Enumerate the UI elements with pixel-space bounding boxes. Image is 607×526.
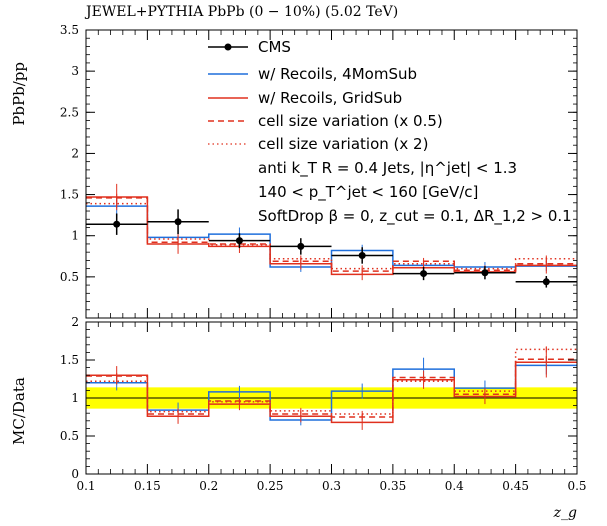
bottom-ytick-label-0: 0 <box>71 467 79 481</box>
bottom-xtick-label-1: 0.15 <box>134 479 161 493</box>
legend-label-gridsub: w/ Recoils, GridSub <box>258 89 402 107</box>
bottom-xtick-label-0: 0.1 <box>76 479 95 493</box>
bottom-xtick-label-8: 0.5 <box>567 479 586 493</box>
bottom-ytick-label-3: 1.5 <box>60 353 79 367</box>
top-y-axis-label: PbPb/pp <box>10 62 28 126</box>
bottom-xtick-label-5: 0.35 <box>380 479 407 493</box>
top-cms-data <box>86 209 577 288</box>
bottom-series-3 <box>86 346 577 417</box>
legend-label-cell-half: cell size variation (x 0.5) <box>258 112 443 130</box>
top-ytick-label-5: 3 <box>71 64 79 78</box>
legend-label-4momsub: w/ Recoils, 4MomSub <box>258 65 417 83</box>
top-y-ticks: 0.5 1 1.5 2 2.5 3 3.5 <box>60 23 577 319</box>
top-cms-point-0 <box>113 220 121 228</box>
top-ytick-label-2: 1.5 <box>60 188 79 202</box>
top-cms-point-4 <box>358 251 366 259</box>
bottom-xtick-label-6: 0.4 <box>445 479 464 493</box>
top-cms-point-3 <box>297 242 305 250</box>
top-cms-point-1 <box>174 218 182 226</box>
x-axis-label: z_g <box>553 505 577 521</box>
top-x-ticks <box>85 30 578 318</box>
legend-marker-cms <box>224 43 232 51</box>
legend: CMS w/ Recoils, 4MomSub w/ Recoils, Grid… <box>208 38 572 226</box>
top-ytick-label-0: 0.5 <box>60 270 79 284</box>
bottom-y-axis-label: MC/Data <box>10 377 28 445</box>
top-panel: 0.5 1 1.5 2 2.5 3 3.5 PbPb/pp <box>10 23 578 319</box>
top-ytick-label-3: 2 <box>71 146 79 160</box>
annotation-softdrop: SoftDrop β = 0, z_cut = 0.1, ΔR_1,2 > 0.… <box>258 207 572 226</box>
top-ytick-label-6: 3.5 <box>60 23 79 37</box>
bottom-plot-area <box>86 346 577 430</box>
bottom-xtick-label-7: 0.45 <box>502 479 529 493</box>
bottom-xtick-label-2: 0.2 <box>199 479 218 493</box>
legend-label-cell-double: cell size variation (x 2) <box>258 135 428 153</box>
top-ytick-label-4: 2.5 <box>60 105 79 119</box>
bottom-panel: 00.511.52 0.1 0.15 0.2 0.25 0.3 0.35 0.4 0.45 0.… <box>10 315 587 521</box>
top-cms-point-6 <box>481 269 489 277</box>
bottom-ytick-label-1: 0.5 <box>60 429 79 443</box>
top-plot-area <box>86 183 577 288</box>
annotation-jets: anti k_T R = 0.4 Jets, |η^jet| < 1.3 <box>258 159 517 178</box>
bottom-x-ticks: 0.1 0.15 0.2 0.25 0.3 0.35 0.4 0.45 0.5 <box>76 322 587 493</box>
top-cms-point-5 <box>420 270 428 278</box>
annotation-pt: 140 < p_T^jet < 160 [GeV/c] <box>258 183 478 202</box>
legend-label-cms: CMS <box>258 38 291 56</box>
bottom-xtick-label-4: 0.3 <box>322 479 341 493</box>
bottom-series-3-line <box>86 348 577 415</box>
bottom-xtick-label-3: 0.25 <box>257 479 284 493</box>
bottom-ytick-label-4: 2 <box>71 315 79 329</box>
top-ytick-label-1: 1 <box>71 229 79 243</box>
chart-title: JEWEL+PYTHIA PbPb (0 − 10%) (5.02 TeV) <box>84 4 398 20</box>
top-cms-point-2 <box>235 237 243 245</box>
bottom-y-ticks: 0 0.5 1 1.5 2 <box>60 315 577 481</box>
top-cms-point-7 <box>542 278 550 286</box>
bottom-ytick-label-2: 1 <box>71 391 79 405</box>
